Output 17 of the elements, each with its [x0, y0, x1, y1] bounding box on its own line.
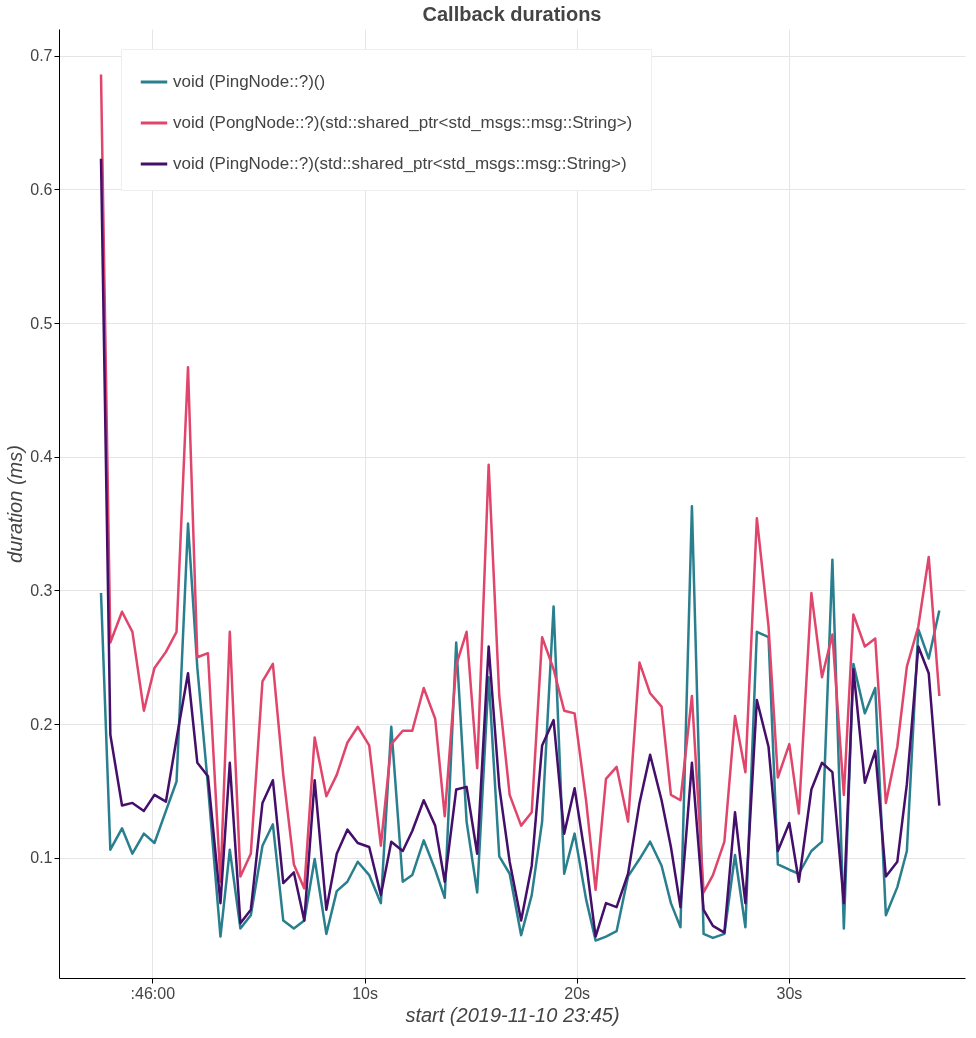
- legend-label: void (PongNode::?)(std::shared_ptr<std_msgs::msg::String>): [173, 113, 633, 132]
- x-tick-label: 30s: [776, 984, 803, 1002]
- y-tick-label: 0.6: [30, 180, 53, 198]
- y-tick-label: 0.5: [30, 314, 53, 332]
- y-axis-title: duration (ms): [4, 445, 27, 563]
- y-tick-label: 0.7: [30, 47, 53, 65]
- y-tick-label: 0.1: [30, 849, 53, 867]
- chart-title: Callback durations: [422, 3, 602, 25]
- x-tick-label: 10s: [352, 984, 378, 1002]
- x-axis-title: start (2019-11-10 23:45): [405, 1003, 620, 1026]
- x-tick-label: 20s: [564, 984, 591, 1002]
- y-tick-label: 0.4: [30, 448, 53, 466]
- y-tick-label: 0.2: [30, 715, 53, 733]
- y-tick-label: 0.3: [30, 581, 53, 599]
- legend-label: void (PingNode::?)(): [173, 72, 326, 91]
- x-tick-label: :46:00: [130, 984, 176, 1002]
- legend-label: void (PingNode::?)(std::shared_ptr<std_msgs::msg::String>): [173, 154, 627, 173]
